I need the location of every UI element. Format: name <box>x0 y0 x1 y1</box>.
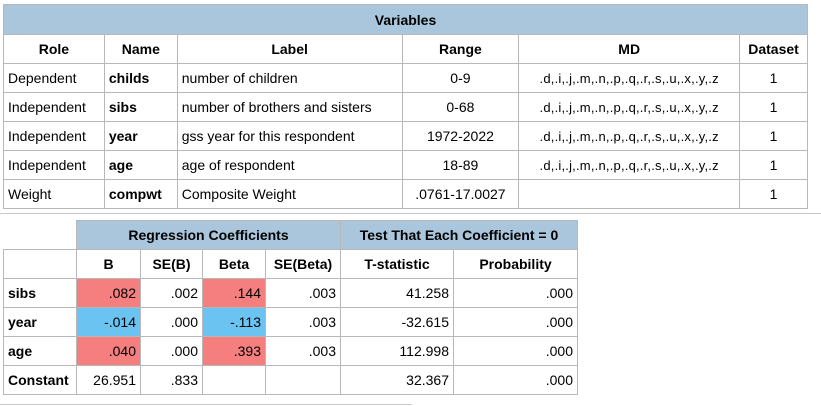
variable-name: year <box>103 121 178 151</box>
coef-se-b: .000 <box>140 336 203 366</box>
variable-dataset: 1 <box>739 150 808 180</box>
section-divider <box>0 213 821 214</box>
variable-range: 18-89 <box>401 150 520 180</box>
variable-label: age of respondent <box>176 150 403 180</box>
predictor-name: age <box>3 336 77 366</box>
col-header-label: Label <box>176 34 403 64</box>
variable-dataset: 1 <box>739 92 808 122</box>
probability: .000 <box>453 336 578 366</box>
variable-role: Weight <box>3 179 105 209</box>
table-row: Weight compwt Composite Weight .0761-17.… <box>3 179 808 209</box>
coef-b: -.014 <box>76 307 141 337</box>
group-header-coefficients: Regression Coefficients <box>76 220 341 250</box>
variable-md: .d,.i,.j,.m,.n,.p,.q,.r,.s,.u,.x,.y,.z <box>518 63 741 93</box>
t-statistic: 32.367 <box>340 365 454 395</box>
t-statistic: 41.258 <box>340 278 454 308</box>
variable-md: .d,.i,.j,.m,.n,.p,.q,.r,.s,.u,.x,.y,.z <box>518 121 741 151</box>
table-row: Dependent childs number of children 0-9 … <box>3 63 808 93</box>
coef-se-b: .002 <box>140 278 203 308</box>
variable-role: Dependent <box>3 63 105 93</box>
col-header-name: Name <box>103 34 178 64</box>
coef-beta: .144 <box>202 278 266 308</box>
table-row: sibs .082 .002 .144 .003 41.258 .000 <box>3 278 578 308</box>
variable-role: Independent <box>3 150 105 180</box>
table-row: Constant 26.951 .833 32.367 .000 <box>3 365 578 395</box>
table-row: Independent year gss year for this respo… <box>3 121 808 151</box>
variables-table: Variables Role Name Label Range MD Datas… <box>3 4 808 209</box>
table-row: age .040 .000 .393 .003 112.998 .000 <box>3 336 578 366</box>
coef-beta: -.113 <box>202 307 266 337</box>
variables-title: Variables <box>3 4 808 35</box>
variable-dataset: 1 <box>739 121 808 151</box>
table-row: Independent age age of respondent 18-89 … <box>3 150 808 180</box>
col-header-dataset: Dataset <box>739 34 808 64</box>
col-header-b: B <box>76 249 141 279</box>
variable-name: age <box>103 150 178 180</box>
variable-range: 1972-2022 <box>401 121 520 151</box>
coef-se-beta <box>265 365 341 395</box>
corner-blank <box>3 220 77 250</box>
variable-dataset: 1 <box>739 179 808 209</box>
variable-label: number of brothers and sisters <box>176 92 403 122</box>
predictor-name: Constant <box>3 365 77 395</box>
variable-name: childs <box>103 63 178 93</box>
table-row: Independent sibs number of brothers and … <box>3 92 808 122</box>
coef-se-beta: .003 <box>265 278 341 308</box>
coef-b: .082 <box>76 278 141 308</box>
col-header-range: Range <box>401 34 520 64</box>
coef-se-b: .000 <box>140 307 203 337</box>
variable-name: sibs <box>103 92 178 122</box>
variable-name: compwt <box>103 179 178 209</box>
variable-md: .d,.i,.j,.m,.n,.p,.q,.r,.s,.u,.x,.y,.z <box>518 92 741 122</box>
col-header-probability: Probability <box>453 249 578 279</box>
coef-beta <box>202 365 266 395</box>
coef-b: .040 <box>76 336 141 366</box>
variable-label: Composite Weight <box>176 179 403 209</box>
variable-label: number of children <box>176 63 403 93</box>
variable-role: Independent <box>3 92 105 122</box>
predictor-name: year <box>3 307 77 337</box>
coef-b: 26.951 <box>76 365 141 395</box>
variable-range: 0-9 <box>401 63 520 93</box>
variable-md: .d,.i,.j,.m,.n,.p,.q,.r,.s,.u,.x,.y,.z <box>518 150 741 180</box>
probability: .000 <box>453 307 578 337</box>
regression-table: Regression Coefficients Test That Each C… <box>3 220 578 395</box>
col-header-role: Role <box>3 34 105 64</box>
coef-se-b: .833 <box>140 365 203 395</box>
group-header-test: Test That Each Coefficient = 0 <box>340 220 578 250</box>
t-statistic: -32.615 <box>340 307 454 337</box>
predictor-name: sibs <box>3 278 77 308</box>
variable-dataset: 1 <box>739 63 808 93</box>
header-blank <box>3 249 77 279</box>
probability: .000 <box>453 278 578 308</box>
variable-range: 0-68 <box>401 92 520 122</box>
variable-range: .0761-17.0027 <box>401 179 520 209</box>
variable-role: Independent <box>3 121 105 151</box>
table-row: year -.014 .000 -.113 .003 -32.615 .000 <box>3 307 578 337</box>
section-divider <box>0 404 412 405</box>
col-header-md: MD <box>518 34 741 64</box>
col-header-t-statistic: T-statistic <box>340 249 454 279</box>
variable-md <box>518 179 741 209</box>
probability: .000 <box>453 365 578 395</box>
coef-se-beta: .003 <box>265 307 341 337</box>
col-header-se-b: SE(B) <box>140 249 203 279</box>
col-header-beta: Beta <box>202 249 266 279</box>
coef-se-beta: .003 <box>265 336 341 366</box>
coef-beta: .393 <box>202 336 266 366</box>
col-header-se-beta: SE(Beta) <box>265 249 341 279</box>
t-statistic: 112.998 <box>340 336 454 366</box>
variable-label: gss year for this respondent <box>176 121 403 151</box>
